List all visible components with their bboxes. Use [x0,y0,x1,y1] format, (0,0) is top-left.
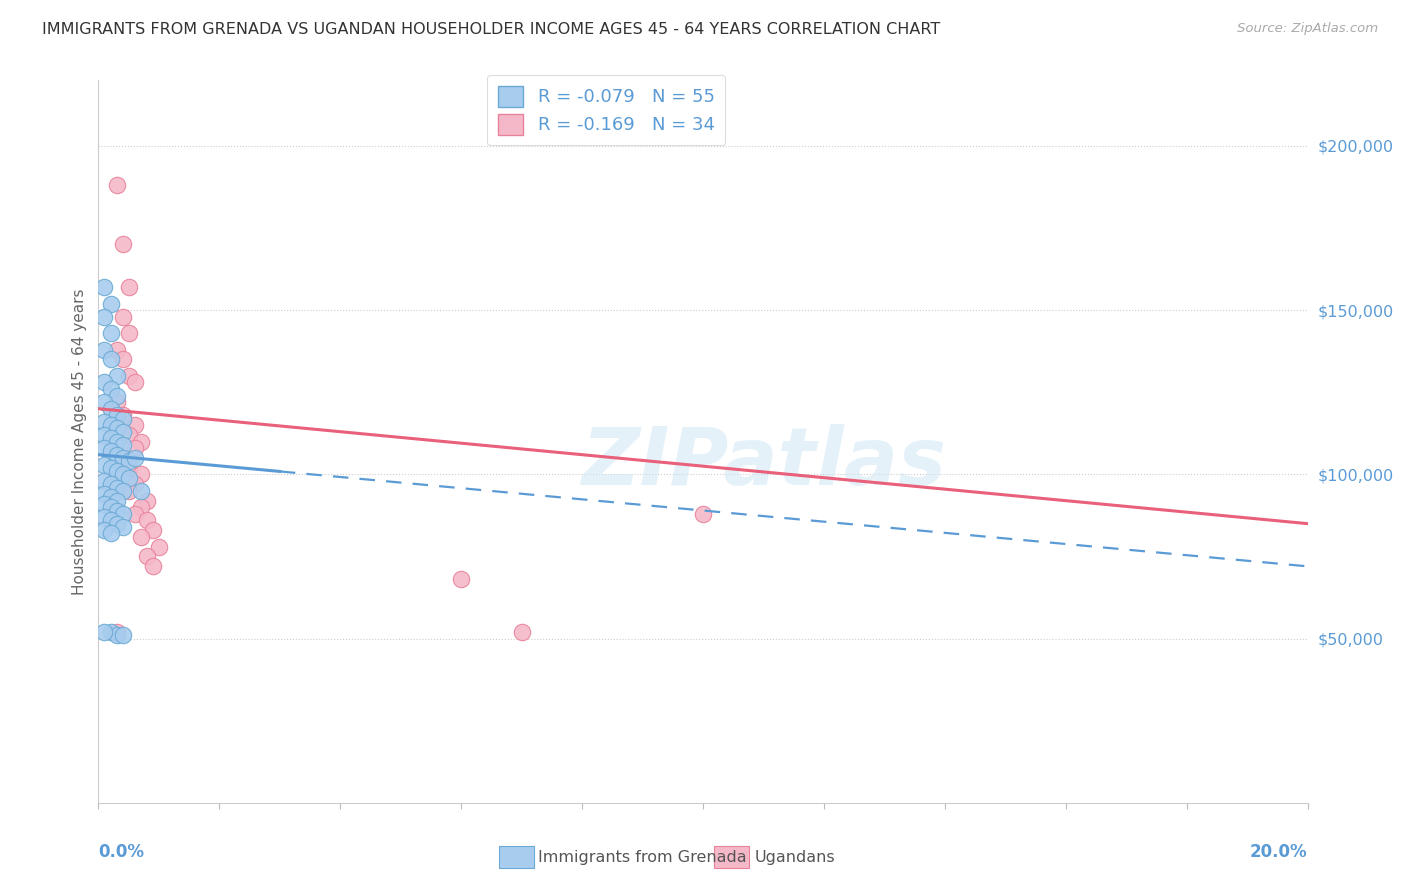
Point [100,526,122,541]
Point [105,464,128,478]
Text: Ugandans: Ugandans [755,850,835,864]
Point [93,474,115,488]
Point [105,421,128,435]
Point [93,428,115,442]
Point [118,428,141,442]
Point [93,510,115,524]
Point [111,438,134,452]
Point [100,513,122,527]
Point [100,401,122,416]
Text: IMMIGRANTS FROM GRENADA VS UGANDAN HOUSEHOLDER INCOME AGES 45 - 64 YEARS CORRELA: IMMIGRANTS FROM GRENADA VS UGANDAN HOUSE… [42,22,941,37]
Point [93,415,115,429]
Point [135,493,157,508]
Point [118,454,141,468]
Point [124,477,146,491]
Point [93,310,115,324]
Point [105,434,128,449]
Point [100,444,122,458]
Point [93,441,115,455]
Point [124,376,146,390]
Point [100,460,122,475]
Point [118,368,141,383]
Point [111,483,134,498]
Point [105,409,128,423]
Point [100,296,122,310]
Point [135,513,157,527]
Point [111,450,134,465]
Text: 0.0%: 0.0% [98,843,145,861]
Point [100,352,122,367]
Point [129,434,152,449]
Point [124,450,146,465]
Legend: R = -0.079   N = 55, R = -0.169   N = 34: R = -0.079 N = 55, R = -0.169 N = 34 [486,75,725,145]
Point [111,352,134,367]
Point [100,418,122,433]
Point [105,503,128,517]
Point [100,625,122,640]
Y-axis label: Householder Income Ages 45 - 64 years: Householder Income Ages 45 - 64 years [72,288,87,595]
Point [105,368,128,383]
Point [105,516,128,531]
Point [124,507,146,521]
Point [93,625,115,640]
Point [111,411,134,425]
Point [93,497,115,511]
Point [450,573,472,587]
Point [111,628,134,642]
Point [105,178,128,193]
Point [93,395,115,409]
Point [129,467,152,482]
Point [111,507,134,521]
Point [100,477,122,491]
Point [100,500,122,515]
Point [111,237,134,252]
Point [105,395,128,409]
Point [100,431,122,445]
Point [111,520,134,534]
Point [148,540,170,554]
Point [510,625,533,640]
Point [100,382,122,396]
Point [118,471,141,485]
Point [142,559,165,574]
Point [100,326,122,341]
Point [93,458,115,472]
Point [129,500,152,515]
Point [135,549,157,564]
Point [111,450,134,465]
Point [93,280,115,294]
Point [100,401,122,416]
Point [118,460,141,475]
Point [118,326,141,341]
Point [100,491,122,505]
Text: ZIPatlas: ZIPatlas [581,425,946,502]
Point [124,441,146,455]
Point [111,467,134,482]
Point [105,493,128,508]
Point [93,487,115,501]
Text: Immigrants from Grenada: Immigrants from Grenada [538,850,747,864]
Point [105,448,128,462]
Point [105,388,128,402]
Point [111,310,134,324]
Text: 20.0%: 20.0% [1250,843,1308,861]
Point [129,530,152,544]
Text: Source: ZipAtlas.com: Source: ZipAtlas.com [1237,22,1378,36]
Point [105,481,128,495]
Point [124,418,146,433]
Point [105,628,128,642]
Point [111,409,134,423]
Point [111,425,134,439]
Point [93,376,115,390]
Point [118,280,141,294]
Point [692,507,714,521]
Point [142,523,165,537]
Point [93,523,115,537]
Point [129,483,152,498]
Point [118,483,141,498]
Point [93,343,115,357]
Point [105,625,128,640]
Point [105,343,128,357]
